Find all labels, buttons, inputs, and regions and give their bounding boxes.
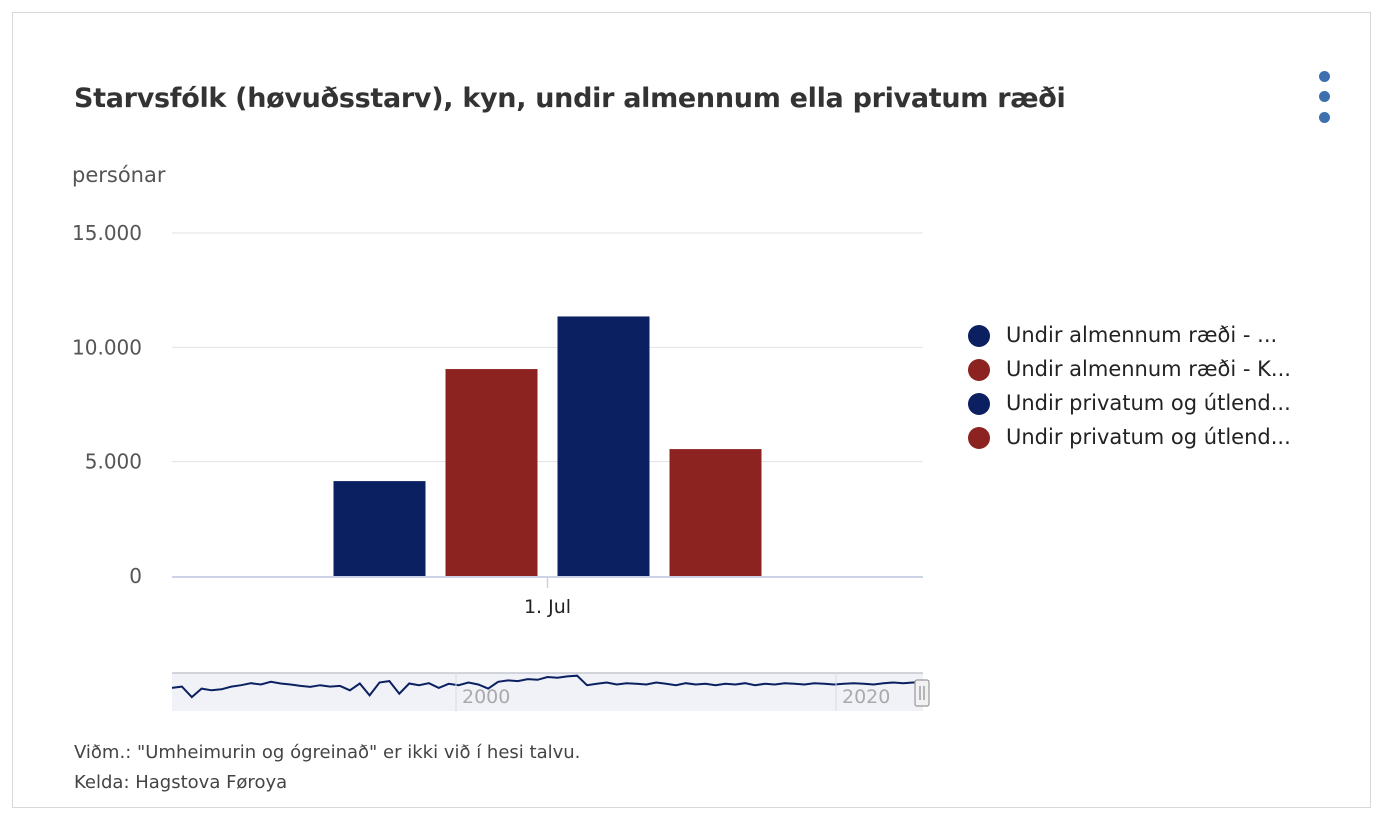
legend-marker	[968, 359, 990, 381]
y-tick-label: 0	[129, 564, 142, 588]
navigator-label: 2020	[842, 686, 890, 708]
chart-card: Starvsfólk (høvuðsstarv), kyn, undir alm…	[12, 12, 1371, 808]
footnote-note: Viðm.: "Umheimurin og ógreinað" er ikki …	[74, 742, 581, 763]
legend-label: Undir privatum og útlend...	[1006, 391, 1291, 415]
legend-label: Undir privatum og útlend...	[1006, 425, 1291, 449]
bar-chart: 0 5.000 10.000 15.000 1. Jul 2000 2020	[72, 221, 930, 711]
legend-label: Undir almennum ræði - ...	[1006, 323, 1278, 347]
navigator-background	[172, 673, 923, 711]
menu-dot	[1319, 112, 1330, 123]
data-bar	[669, 449, 762, 576]
legend-item[interactable]: Undir almennum ræði - K...	[968, 357, 1358, 391]
legend-item[interactable]: Undir almennum ræði - ...	[968, 323, 1358, 357]
menu-dot	[1319, 91, 1330, 102]
legend: Undir almennum ræði - ... Undir almennum…	[968, 323, 1358, 459]
y-tick-label: 10.000	[72, 335, 142, 359]
x-tick-label: 1. Jul	[524, 596, 571, 618]
navigator-handle[interactable]	[914, 679, 930, 707]
legend-item[interactable]: Undir privatum og útlend...	[968, 425, 1358, 459]
y-axis-unit-label: persónar	[72, 163, 166, 187]
vertical-dots-icon	[1319, 71, 1330, 82]
legend-marker	[968, 325, 990, 347]
data-bar	[557, 316, 650, 576]
legend-marker	[968, 427, 990, 449]
data-bar	[333, 481, 426, 576]
chart-title: Starvsfólk (høvuðsstarv), kyn, undir alm…	[74, 83, 1066, 114]
y-tick-label: 5.000	[85, 450, 142, 474]
navigator-label: 2000	[462, 686, 510, 708]
data-bar	[445, 369, 538, 576]
navigator-series-line	[171, 674, 924, 699]
legend-label: Undir almennum ræði - K...	[1006, 357, 1291, 381]
footnote-source: Kelda: Hagstova Føroya	[74, 772, 288, 793]
y-tick-label: 15.000	[72, 221, 142, 245]
legend-marker	[968, 393, 990, 415]
legend-item[interactable]: Undir privatum og útlend...	[968, 391, 1358, 425]
chart-menu-button[interactable]	[1313, 69, 1335, 125]
